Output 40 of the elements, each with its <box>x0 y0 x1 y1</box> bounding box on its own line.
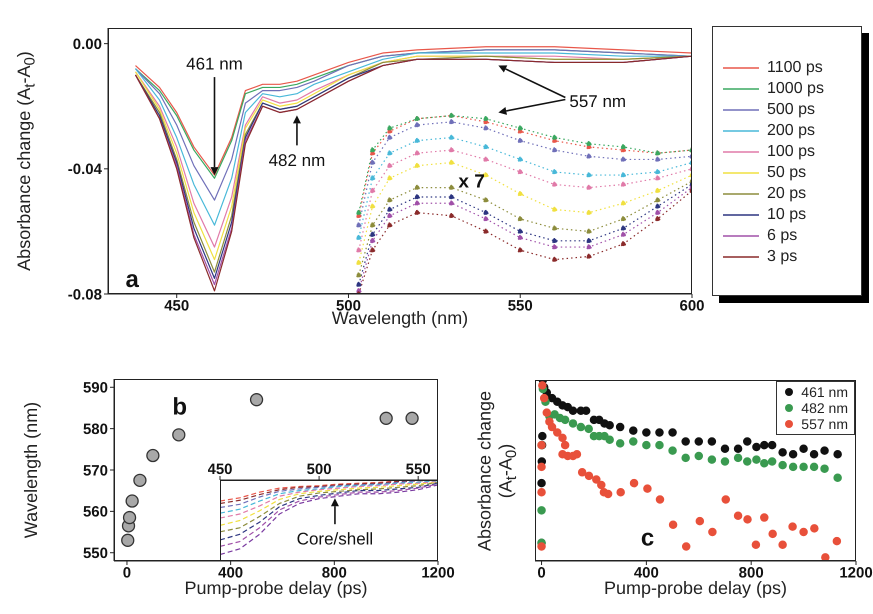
legend-label: 557 nm <box>801 416 848 432</box>
annotation: 482 nm <box>268 150 326 170</box>
y-tick-label: 550 <box>82 545 108 562</box>
annotation: x 7 <box>458 171 485 192</box>
x-tick-label: 0 <box>537 564 546 582</box>
legend-label: 10 ps <box>767 205 806 225</box>
y-tick-label: 580 <box>82 420 108 438</box>
y-axis-title: Wavelength (nm) <box>20 402 42 538</box>
annotation: a <box>126 266 140 294</box>
legend-label: 500 ps <box>767 100 816 120</box>
x-tick-label: 1200 <box>421 564 455 582</box>
legend-label: 1100 ps <box>767 58 823 78</box>
x-tick-label: 550 <box>406 461 431 478</box>
annotation: b <box>172 393 187 420</box>
y-tick-label: -0.08 <box>68 286 102 304</box>
x-tick-label: 600 <box>679 298 705 315</box>
x-tick-label: 550 <box>508 298 533 315</box>
y-tick-label: 590 <box>82 380 108 397</box>
legend-label: 461 nm <box>801 384 848 400</box>
annotation: 461 nm <box>186 54 243 74</box>
x-tick-label: 450 <box>207 461 233 478</box>
legend-label: 20 ps <box>767 184 806 204</box>
legend-label: 100 ps <box>767 142 816 162</box>
y-tick-label: 0.00 <box>72 36 102 53</box>
legend-label: 482 nm <box>801 400 848 416</box>
x-tick-label: 0 <box>122 564 132 582</box>
x-tick-label: 450 <box>164 298 190 315</box>
y-tick-label: 570 <box>82 462 108 480</box>
y-tick-label: 560 <box>82 504 108 521</box>
y-tick-label: -0.04 <box>68 161 103 178</box>
x-tick-label: 1200 <box>839 564 873 582</box>
legend-label: 200 ps <box>767 121 816 141</box>
x-tick-label: 500 <box>306 461 332 478</box>
legend-label: 50 ps <box>767 163 806 183</box>
annotation: 557 nm <box>569 92 626 111</box>
annotation: c <box>640 524 654 552</box>
legend-label: 1000 ps <box>767 79 824 99</box>
annotation: Core/shell <box>296 530 374 549</box>
legend-label: 6 ps <box>767 226 798 246</box>
legend-label: 3 ps <box>767 247 798 267</box>
